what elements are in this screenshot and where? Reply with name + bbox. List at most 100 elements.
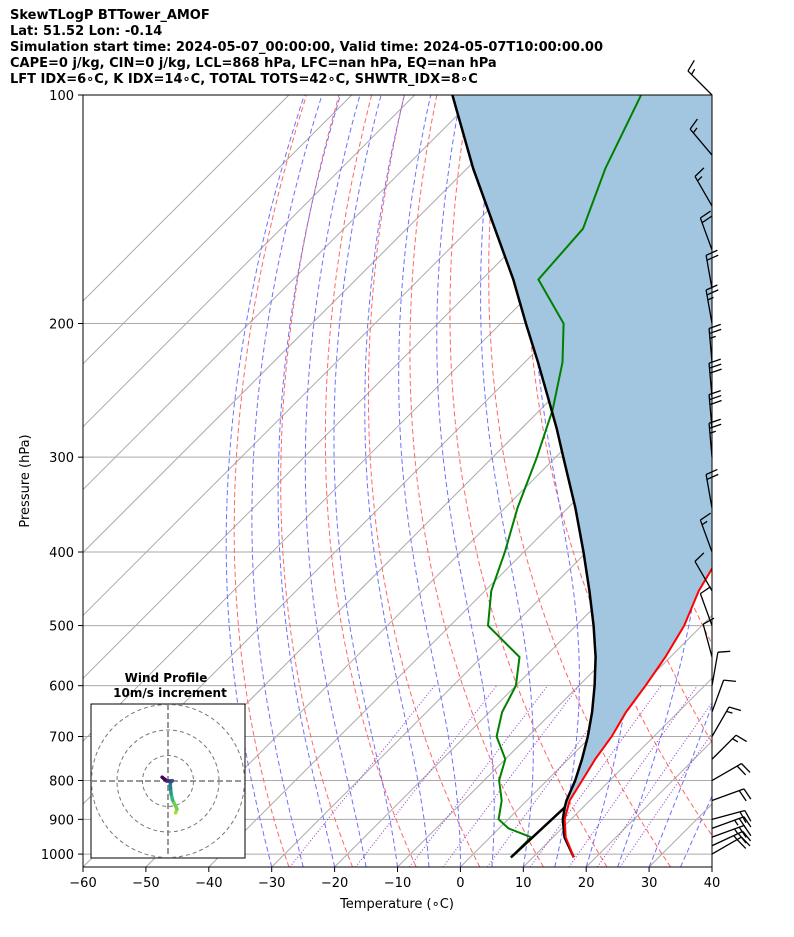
wind-barb [711, 679, 736, 713]
wind-barb-staff [711, 734, 737, 760]
wind-barb-staff [711, 824, 745, 838]
x-tick-label: −30 [258, 876, 285, 891]
wind-barb [711, 824, 752, 838]
wind-barb-staff [702, 623, 713, 658]
dry-adiabat-line [730, 95, 794, 867]
y-tick-label: 300 [49, 451, 74, 466]
wind-barb-half-flag [734, 819, 739, 826]
wind-barb [711, 836, 751, 855]
wind-barb-flag [705, 468, 718, 476]
moist-adiabat-line [480, 95, 534, 867]
wind-barb-flag [709, 328, 722, 335]
isotherm-line [522, 677, 712, 867]
dry-adiabat-line [525, 95, 712, 837]
wind-barb-flag [738, 826, 747, 838]
x-tick-label: −20 [321, 876, 348, 891]
wind-barb-flag [700, 210, 711, 219]
x-axis-label: Temperature (∘C) [339, 897, 454, 912]
wind-barb-staff [711, 652, 719, 686]
wind-barb [711, 788, 752, 802]
isotherm-line [711, 866, 712, 867]
dry-adiabat-line [763, 95, 794, 867]
wind-barb-staff [705, 474, 713, 509]
wind-barb-half-flag [732, 738, 739, 743]
dry-adiabat-line [280, 95, 353, 867]
wind-barb [694, 552, 713, 592]
wind-barb-flag [694, 552, 705, 562]
wind-barb-flag [705, 249, 718, 256]
moist-adiabat-line [680, 794, 712, 867]
wind-barb-half-flag [709, 335, 716, 340]
wind-barb-flag [706, 289, 719, 296]
indices-text-1: CAPE=0 j/kg, CIN=0 j/kg, LCL=868 hPa, LF… [10, 56, 497, 71]
wind-barb [711, 650, 731, 686]
mixing-ratio-line [619, 732, 712, 867]
isotherm-line [83, 95, 353, 365]
wind-barb-flag [708, 418, 721, 424]
y-tick-label: 100 [49, 89, 74, 104]
moist-adiabat-line [648, 703, 712, 867]
mixing-ratio-line [355, 685, 498, 867]
wind-barb-flag [743, 788, 752, 800]
wind-barb-staff [711, 809, 746, 820]
chart-header: SkewTLogP BTTower_AMOF Lat: 51.52 Lon: -… [10, 8, 603, 88]
wind-barb [711, 706, 742, 737]
y-tick-label: 400 [49, 546, 74, 561]
wind-barb-staff [689, 128, 713, 156]
wind-barb [699, 512, 713, 553]
wind-barb-flag [738, 790, 747, 802]
parcel-lower-line [510, 806, 566, 859]
wind-barb-flag [694, 167, 705, 177]
hodograph-title: Wind Profile [125, 671, 208, 685]
mixing-ratio-line [289, 685, 435, 867]
wind-barb-flag [701, 215, 713, 224]
y-tick-label: 800 [49, 775, 74, 790]
wind-barb [711, 734, 747, 760]
profile-lines-layer [451, 95, 712, 859]
wind-barb [694, 167, 713, 207]
wind-barbs-layer [687, 60, 752, 855]
wind-barb-staff [711, 830, 744, 847]
hodograph-subtitle: 10m/s increment [113, 686, 227, 700]
moist-adiabat-line [251, 95, 323, 867]
x-tick-label: −40 [195, 876, 222, 891]
y-tick-label: 200 [49, 318, 74, 333]
wind-barb [699, 210, 713, 251]
wind-barb-flag [708, 389, 721, 396]
wind-barb-half-flag [709, 430, 716, 434]
wind-barb-flag [702, 617, 715, 625]
isotherm-line [83, 95, 416, 428]
y-tick-label: 700 [49, 730, 74, 745]
wind-barb-flag [736, 765, 747, 776]
dry-adiabat-line [488, 95, 672, 867]
moist-adiabat-line [531, 95, 580, 867]
wind-barb-half-flag [692, 127, 698, 134]
wind-barb-flag [687, 60, 695, 72]
dry-adiabat-line [367, 95, 481, 867]
wind-barb-staff [708, 423, 713, 458]
dry-adiabat-line [233, 95, 307, 867]
wind-barb [708, 418, 722, 458]
x-tick-label: −60 [69, 876, 96, 891]
wind-barb-flag [744, 810, 752, 822]
wind-barb-staff [711, 836, 742, 855]
dewpoint-line [486, 95, 642, 859]
wind-barb-flag [705, 284, 718, 291]
wind-barb-staff [694, 561, 713, 592]
moist-adiabat-line [364, 95, 430, 867]
wind-barb [702, 617, 715, 658]
dry-adiabat-line [324, 95, 417, 867]
wind-barb-flag [736, 839, 747, 849]
isotherm-line [83, 95, 541, 554]
x-tick-label: 10 [515, 876, 532, 891]
moist-adiabat-line [711, 865, 712, 867]
isotherm-line [83, 95, 604, 617]
isotherm-line [83, 95, 478, 491]
wind-barb-half-flag [697, 176, 703, 182]
wind-barb [705, 468, 719, 509]
hodograph-segment [160, 775, 167, 782]
wind-barb-staff [711, 706, 730, 737]
wind-barb-half-flag [701, 520, 708, 526]
wind-barb-flag [709, 363, 722, 369]
